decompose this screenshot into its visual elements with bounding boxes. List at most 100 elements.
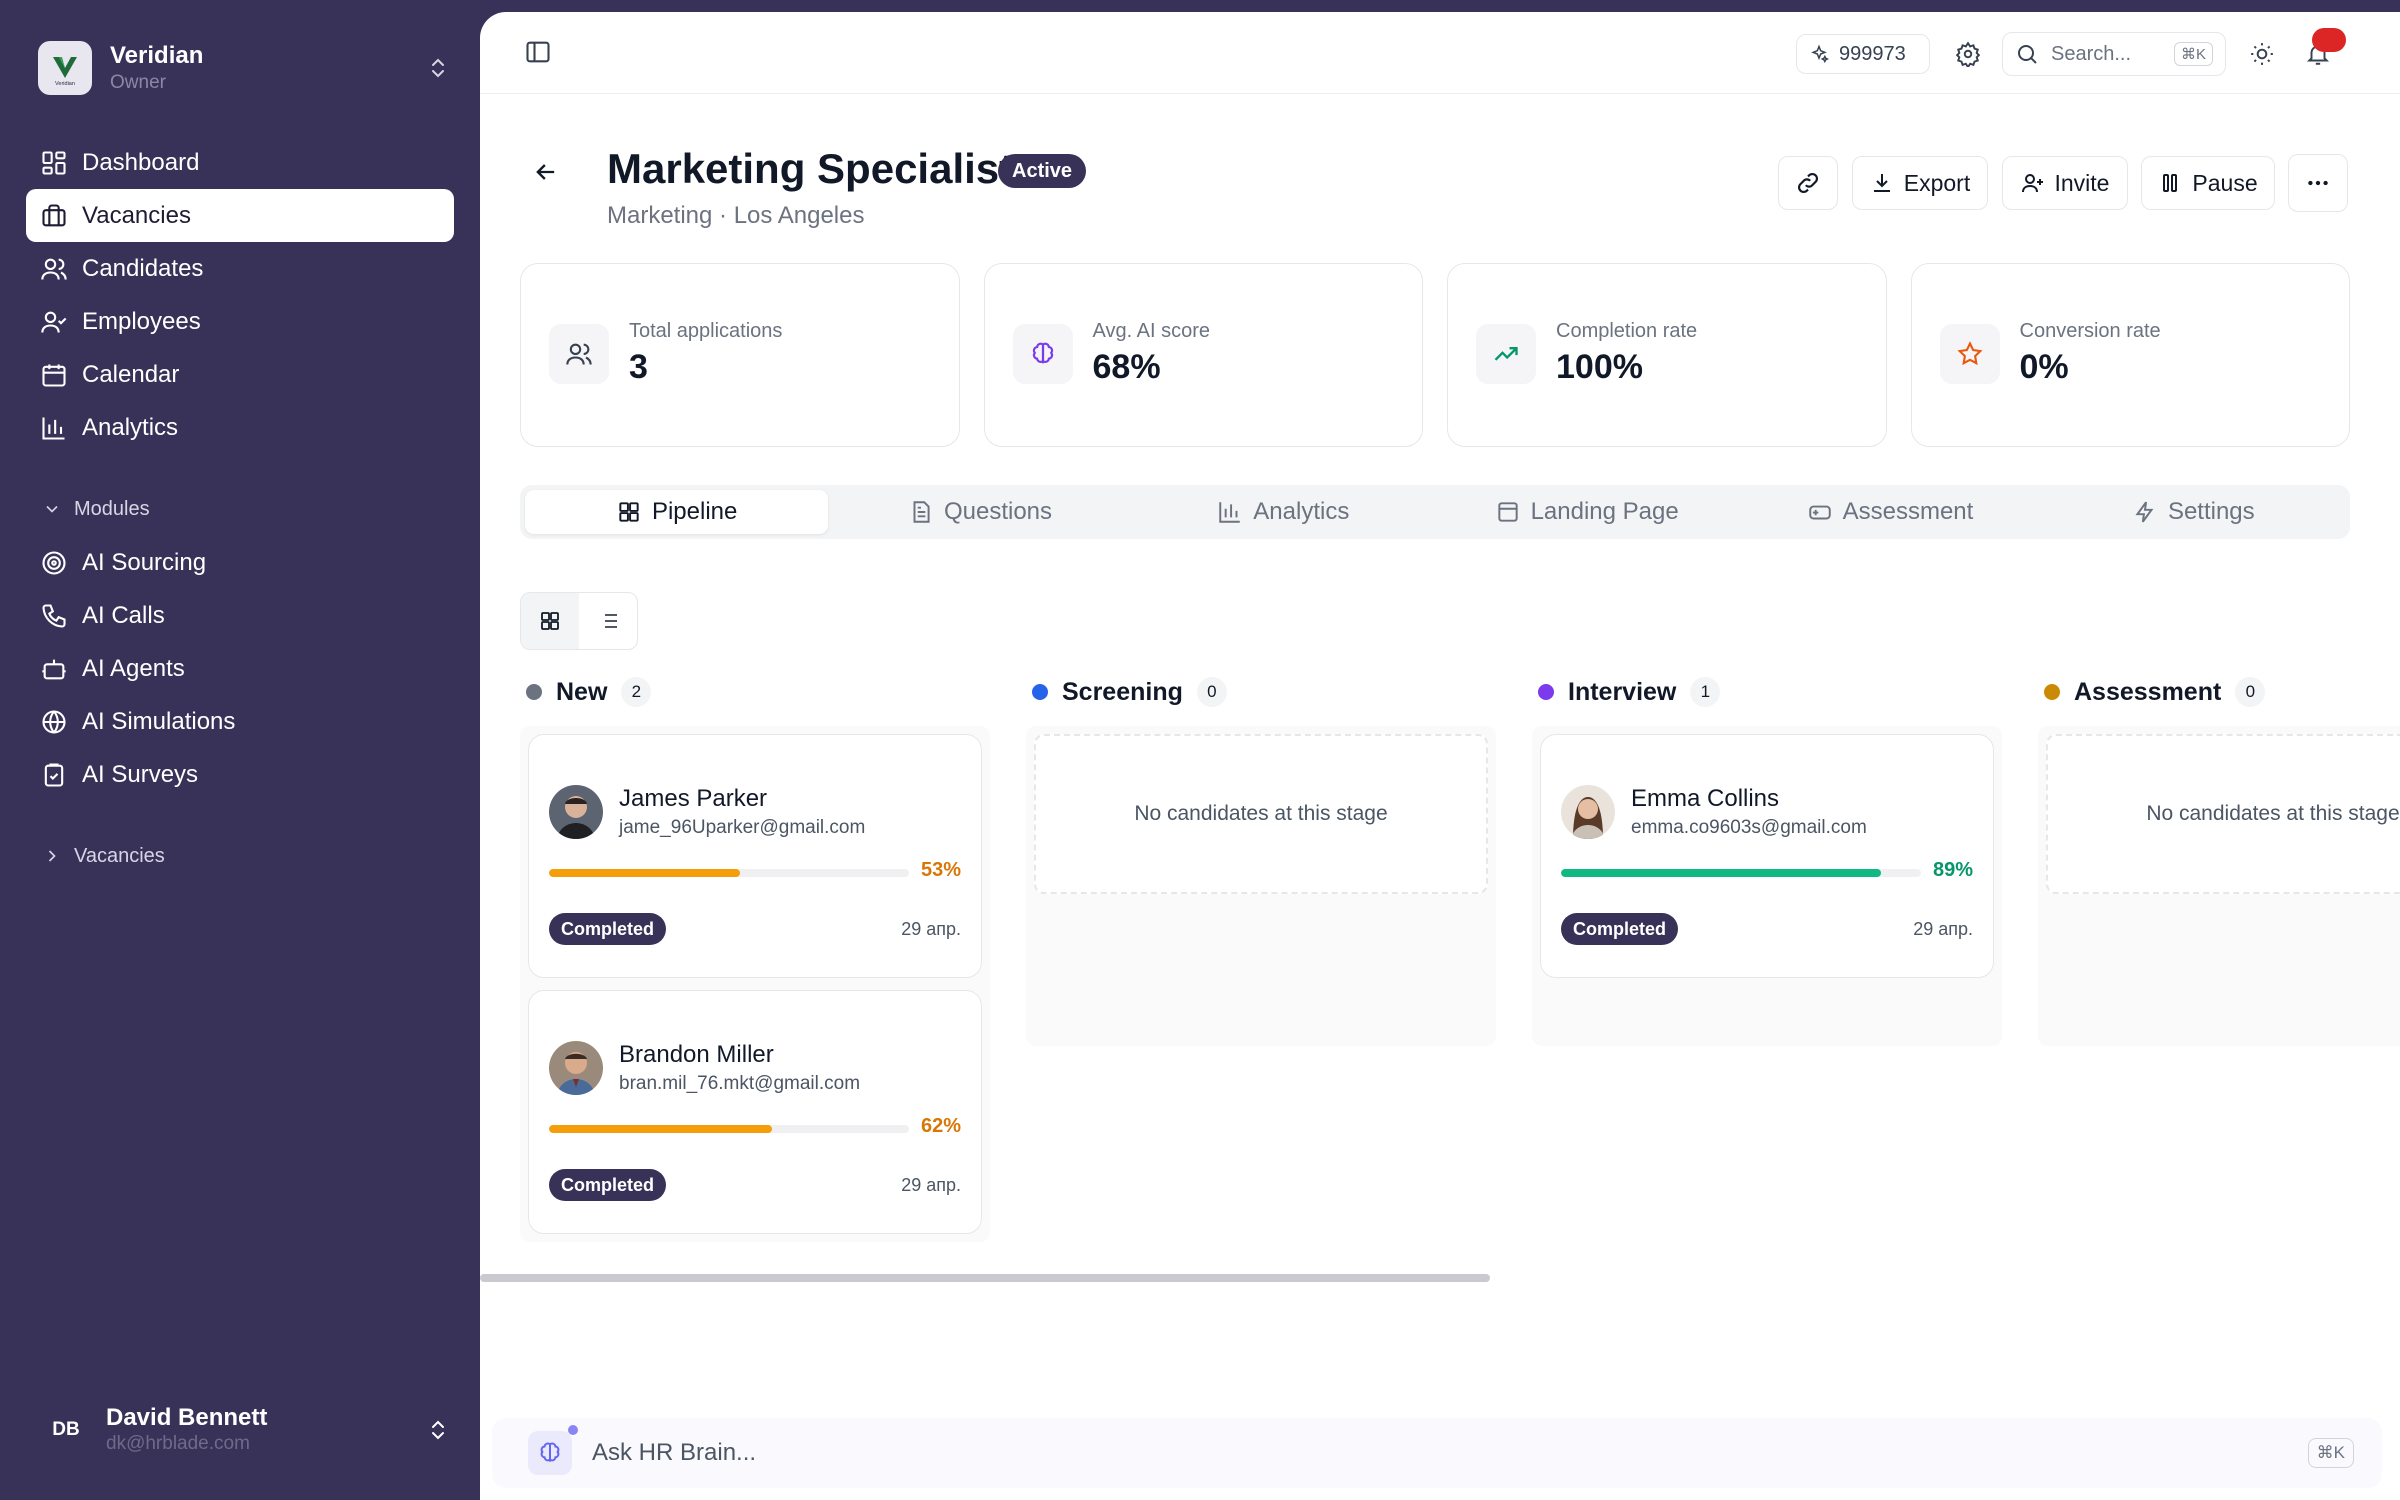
tab-assessment[interactable]: Assessment — [1738, 490, 2041, 534]
tab-label: Pipeline — [651, 498, 738, 525]
nav-item-label: Candidates — [82, 254, 204, 282]
nav-item-label: AI Sourcing — [82, 548, 207, 576]
candidate-name: James Parker — [619, 785, 768, 812]
vacancy-subtitle: Marketing · Los Angeles — [607, 202, 865, 229]
stat-icon-wrap — [1476, 324, 1536, 384]
modules-toggle[interactable]: Modules — [26, 489, 454, 529]
score-bar-fill — [549, 869, 740, 877]
nav-item-label: AI Calls — [82, 601, 165, 629]
modules-label: Modules — [74, 497, 150, 520]
search-placeholder: Search... — [2051, 42, 2132, 65]
credits-value: 999973 — [1839, 42, 1906, 65]
user-menu[interactable]: DB David Bennett dk@hrblade.com — [38, 1402, 450, 1458]
status-badge: Completed — [1561, 913, 1679, 945]
score-percent: 89% — [1932, 859, 1973, 881]
main-nav: Dashboard Vacancies Candidates Employees… — [26, 136, 454, 454]
nav-item-ai-sourcing[interactable]: AI Sourcing — [26, 536, 454, 589]
users-icon — [566, 343, 592, 365]
board-view-button[interactable] — [521, 593, 579, 649]
pause-icon — [2163, 174, 2178, 192]
nav-item-label: Calendar — [82, 360, 180, 388]
nav-item-label: Dashboard — [82, 148, 200, 176]
candidate-email: bran.mil_76.mkt@gmail.com — [619, 1073, 861, 1094]
column-color-dot — [1032, 684, 1048, 700]
nav-item-calendar[interactable]: Calendar — [26, 348, 454, 401]
more-actions-button[interactable] — [2288, 154, 2348, 212]
list-view-button[interactable] — [579, 593, 637, 649]
users-icon — [41, 258, 67, 280]
dashboard-icon — [42, 150, 66, 175]
horizontal-scrollbar[interactable] — [480, 1274, 2400, 1282]
pause-button[interactable]: Pause — [2141, 156, 2275, 210]
export-button[interactable]: Export — [1852, 156, 1988, 210]
column-body: Emma Collins emma.co9603s@gmail.com 89% … — [1532, 726, 2002, 1046]
tab-pipeline[interactable]: Pipeline — [525, 490, 829, 534]
ask-input-placeholder: Ask HR Brain... — [592, 1439, 757, 1466]
candidate-email: emma.co9603s@gmail.com — [1631, 817, 1867, 838]
workspace-name: Veridian — [110, 42, 204, 69]
tab-label: Questions — [943, 498, 1053, 525]
column-header: New 2 — [520, 672, 990, 712]
workspace-switcher[interactable]: Veridian Veridian Owner — [38, 38, 450, 98]
tab-settings[interactable]: Settings — [2042, 490, 2345, 534]
file-text-icon — [913, 501, 930, 523]
credits-chip[interactable]: 999973 — [1796, 34, 1930, 74]
copy-link-button[interactable] — [1778, 156, 1838, 210]
nav-item-label: AI Simulations — [82, 707, 236, 735]
tab-label: Settings — [2167, 498, 2255, 525]
topbar: 999973 Search... ⌘K — [480, 12, 2400, 94]
nav-item-analytics[interactable]: Analytics — [26, 401, 454, 454]
nav-item-ai-agents[interactable]: AI Agents — [26, 642, 454, 695]
column-title: Assessment — [2074, 677, 2222, 706]
nav-item-employees[interactable]: Employees — [26, 295, 454, 348]
score-bar — [1561, 869, 1921, 877]
invite-button[interactable]: Invite — [2002, 156, 2128, 210]
stat-label: Completion rate — [1556, 320, 1698, 342]
ask-hr-brain-bar[interactable]: Ask HR Brain... ⌘K — [492, 1418, 2382, 1488]
nav-item-ai-surveys[interactable]: AI Surveys — [26, 748, 454, 801]
theme-toggle-button[interactable] — [2242, 34, 2282, 74]
trending-up-icon — [1494, 347, 1518, 361]
candidate-name: Brandon Miller — [619, 1041, 774, 1068]
settings-button[interactable] — [1948, 34, 1988, 74]
scrollbar-thumb[interactable] — [480, 1274, 1490, 1282]
ask-shortcut: ⌘K — [2307, 1438, 2354, 1468]
list-icon — [600, 614, 617, 628]
candidate-card[interactable]: Brandon Miller bran.mil_76.mkt@gmail.com… — [528, 990, 982, 1234]
user-email: dk@hrblade.com — [106, 1433, 250, 1454]
nav-item-label: AI Agents — [82, 654, 185, 682]
layout-icon — [1497, 502, 1518, 522]
candidate-avatar — [549, 1041, 603, 1095]
nav-item-dashboard[interactable]: Dashboard — [26, 136, 454, 189]
score-bar — [549, 869, 909, 877]
search-input[interactable]: Search... ⌘K — [2002, 32, 2226, 76]
tab-questions[interactable]: Questions — [828, 490, 1131, 534]
nav-item-ai-simulations[interactable]: AI Simulations — [26, 695, 454, 748]
nav-item-vacancies[interactable]: Vacancies — [26, 189, 454, 242]
calendar-icon — [42, 364, 66, 387]
stat-value: 3 — [629, 348, 648, 386]
stat-card-conversion-rate: Conversion rate 0% — [1910, 263, 2350, 447]
vacancies-toggle[interactable]: Vacancies — [26, 836, 454, 876]
candidate-card[interactable]: James Parker jame_96Uparker@gmail.com 53… — [528, 734, 982, 978]
tab-landing-page[interactable]: Landing Page — [1435, 490, 1738, 534]
candidate-card[interactable]: Emma Collins emma.co9603s@gmail.com 89% … — [1540, 734, 1994, 978]
column-header: Assessment 0 — [2038, 672, 2400, 712]
column-count: 2 — [621, 677, 652, 707]
candidate-date: 29 апр. — [901, 1175, 961, 1195]
search-icon — [2018, 45, 2037, 64]
stat-value: 100% — [1556, 348, 1643, 386]
chevrons-up-down-icon — [432, 58, 444, 78]
export-label: Export — [1903, 169, 1971, 196]
user-avatar: DB — [52, 1419, 80, 1440]
modules-nav: AI Sourcing AI Calls AI Agents AI Simula… — [26, 536, 454, 801]
briefcase-icon — [42, 203, 66, 226]
tab-label: Landing Page — [1530, 498, 1679, 525]
nav-item-ai-calls[interactable]: AI Calls — [26, 589, 454, 642]
nav-item-candidates[interactable]: Candidates — [26, 242, 454, 295]
column-color-dot — [2044, 684, 2060, 700]
back-button[interactable] — [530, 156, 562, 188]
sidebar-toggle-button[interactable] — [522, 36, 554, 68]
chevron-down-icon — [46, 505, 58, 513]
tab-analytics[interactable]: Analytics — [1132, 490, 1435, 534]
